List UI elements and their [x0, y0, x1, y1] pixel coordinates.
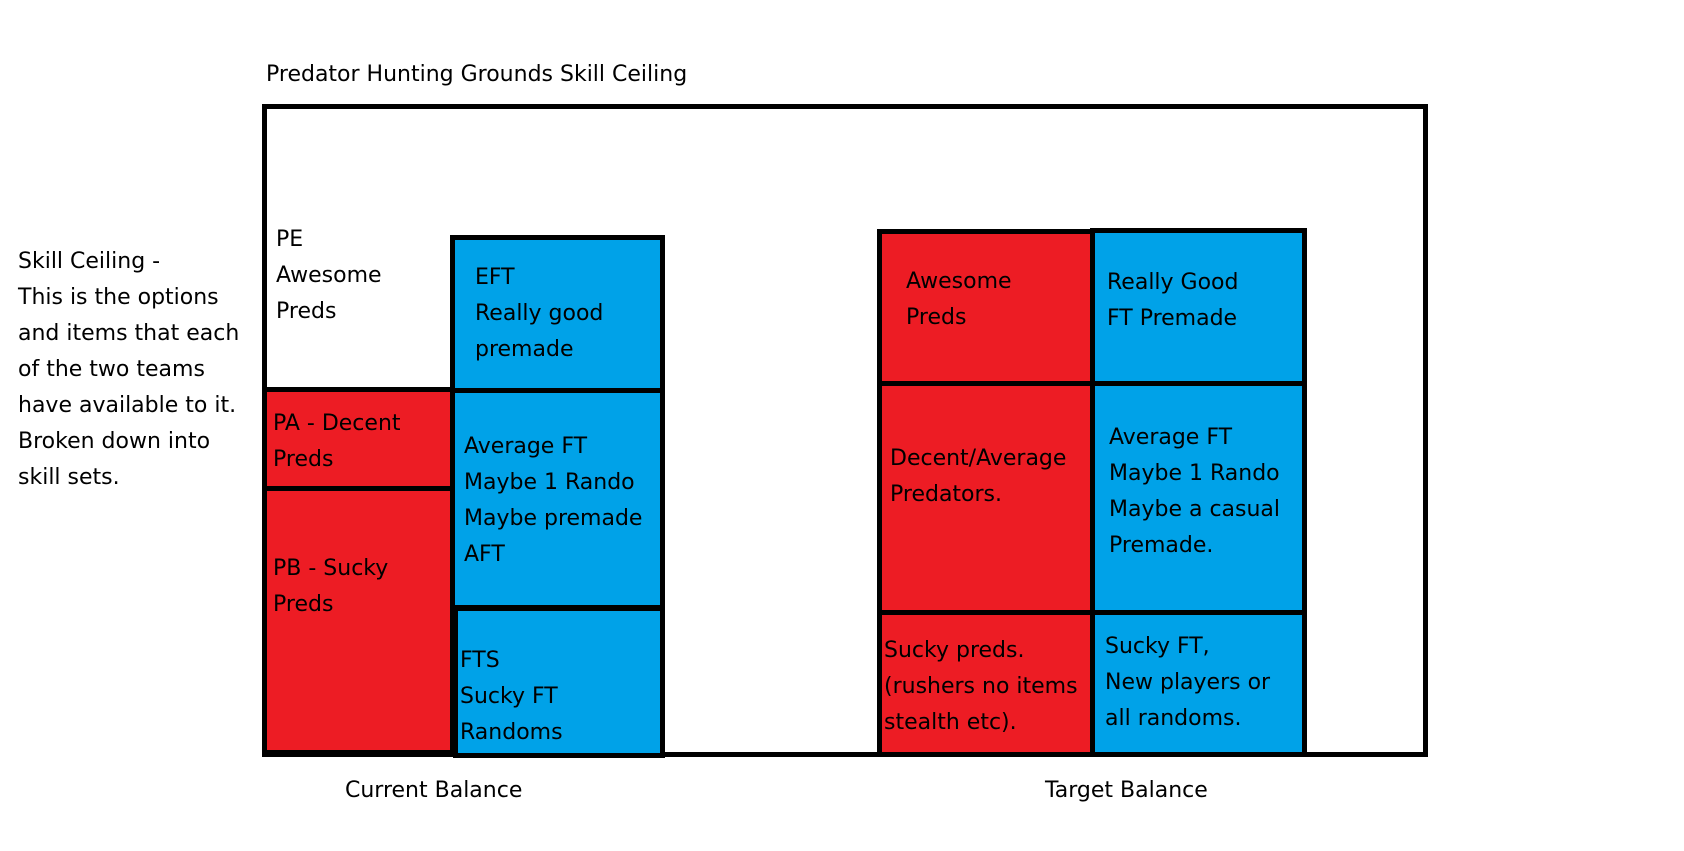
side-note: Skill Ceiling - This is the options and …	[18, 249, 240, 490]
target-awesome-preds-block: Awesome Preds	[877, 229, 1095, 386]
current-balance-label: Current Balance	[345, 778, 523, 803]
aft-block: Average FT Maybe 1 Rando Maybe premade A…	[450, 388, 665, 610]
target-balance-label: Target Balance	[1045, 778, 1208, 803]
target-average-ft-block: Average FT Maybe 1 Rando Maybe a casual …	[1090, 381, 1307, 615]
target-sucky-preds-block: Sucky preds. (rushers no items stealth e…	[877, 610, 1095, 757]
target-decent-preds-block: Decent/Average Predators.	[877, 381, 1095, 615]
pb-sucky-preds-block: PB - Sucky Preds	[262, 486, 455, 755]
target-sucky-ft-block: Sucky FT, New players or all randoms.	[1090, 610, 1307, 757]
pa-decent-preds-block: PA - Decent Preds	[262, 387, 455, 491]
fts-block: FTS Sucky FT Randoms	[453, 606, 665, 758]
diagram-title: Predator Hunting Grounds Skill Ceiling	[266, 62, 688, 87]
pe-awesome-preds-text: PE Awesome Preds	[276, 227, 382, 324]
eft-block: EFT Really good premade	[450, 235, 665, 395]
target-really-good-ft-block: Really Good FT Premade	[1090, 228, 1307, 386]
